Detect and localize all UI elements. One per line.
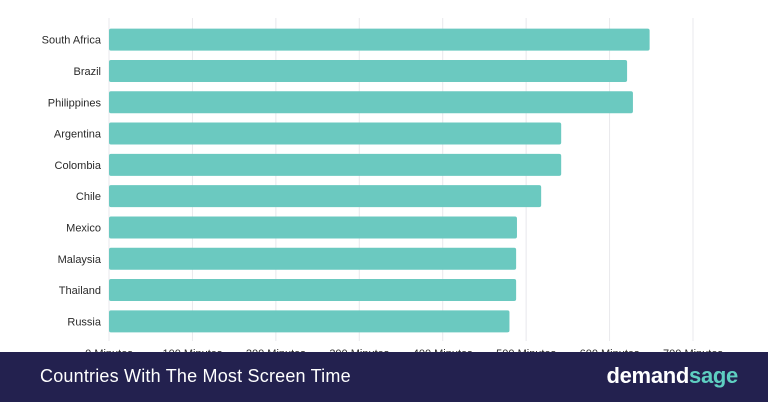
bar-argentina xyxy=(109,122,562,145)
bar-mexico xyxy=(109,216,517,239)
bar-philippines xyxy=(109,91,633,114)
footer-banner: Countries With The Most Screen Time dema… xyxy=(0,352,768,402)
x-tick-label: 200 Minutes xyxy=(246,348,306,352)
x-tick-label: 100 Minutes xyxy=(162,348,222,352)
x-tick-label: 0 Minutes xyxy=(85,348,133,352)
brand-logo-part1: demand xyxy=(606,363,690,388)
category-label: Philippines xyxy=(48,97,102,109)
bar-russia xyxy=(109,310,510,333)
category-label: Colombia xyxy=(55,160,102,172)
category-label: Russia xyxy=(67,316,102,328)
bar-chile xyxy=(109,185,542,208)
x-tick-label: 700 Minutes xyxy=(663,348,723,352)
category-label: Argentina xyxy=(54,129,102,141)
bar-south-africa xyxy=(109,28,650,51)
bar-chart: South Africa Brazil Philippines Argentina Co… xyxy=(42,18,723,352)
category-label: South Africa xyxy=(42,35,102,47)
x-tick-label: 300 Minutes xyxy=(329,348,389,352)
bar-malaysia xyxy=(109,247,517,270)
bar-colombia xyxy=(109,153,562,176)
category-label: Chile xyxy=(76,191,101,203)
x-tick-label: 400 Minutes xyxy=(413,348,473,352)
x-tick-label: 500 Minutes xyxy=(496,348,556,352)
bar-brazil xyxy=(109,59,628,82)
category-label: Malaysia xyxy=(58,254,102,266)
chart-title: Countries With The Most Screen Time xyxy=(40,366,351,386)
category-label: Mexico xyxy=(66,222,101,234)
category-label: Thailand xyxy=(59,285,101,297)
brand-logo-part2: sage xyxy=(689,363,738,388)
x-tick-label: 600 Minutes xyxy=(580,348,640,352)
brand-logo: demandsage xyxy=(606,363,738,389)
bar-thailand xyxy=(109,279,517,302)
category-label: Brazil xyxy=(73,66,101,78)
